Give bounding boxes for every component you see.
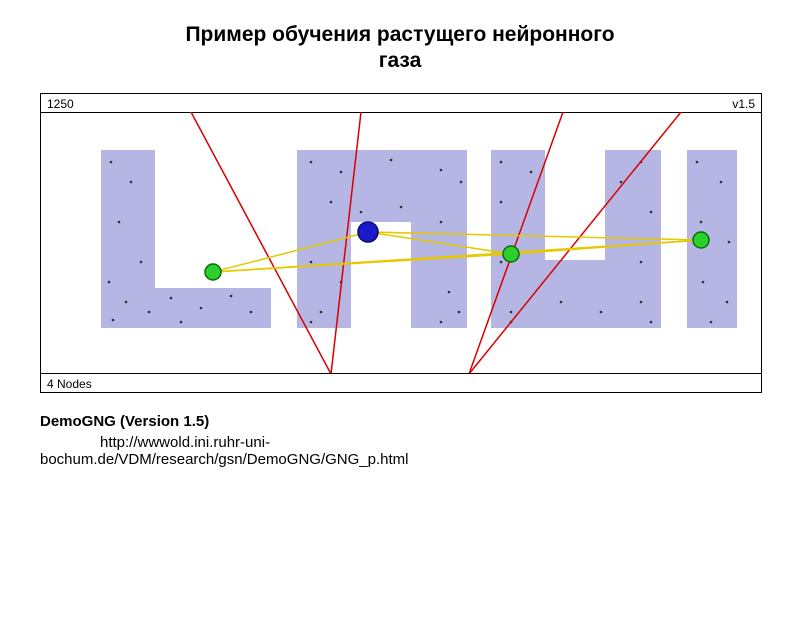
- data-point: [720, 180, 723, 183]
- data-point: [250, 310, 253, 313]
- data-point: [340, 170, 343, 173]
- data-point: [620, 180, 623, 183]
- data-point: [125, 300, 128, 303]
- graph-node: [693, 232, 709, 248]
- data-point: [530, 170, 533, 173]
- data-point: [726, 300, 729, 303]
- data-point: [440, 220, 443, 223]
- data-point: [710, 320, 713, 323]
- title-line1: Пример обучения растущего нейронного: [0, 22, 800, 48]
- data-point: [500, 260, 503, 263]
- data-point: [440, 168, 443, 171]
- data-point: [390, 158, 393, 161]
- simulation-canvas: 1250 v1.5 4 Nodes: [40, 93, 762, 393]
- data-point: [112, 318, 115, 321]
- data-point: [360, 210, 363, 213]
- canvas-header: 1250 v1.5: [41, 94, 761, 113]
- data-point: [170, 296, 173, 299]
- data-point: [230, 294, 233, 297]
- data-point: [650, 210, 653, 213]
- data-point: [400, 205, 403, 208]
- data-point: [118, 220, 121, 223]
- data-point: [702, 280, 705, 283]
- data-point: [110, 160, 113, 163]
- graph-node: [358, 222, 378, 242]
- data-point: [640, 300, 643, 303]
- canvas-footer: 4 Nodes: [41, 373, 761, 392]
- data-point: [500, 200, 503, 203]
- data-point: [440, 320, 443, 323]
- data-point: [148, 310, 151, 313]
- caption-url: http://wwwold.ini.ruhr-uni- bochum.de/VD…: [100, 434, 760, 468]
- data-point: [140, 260, 143, 263]
- data-point: [310, 320, 313, 323]
- version-label: v1.5: [732, 95, 755, 113]
- plot-area: [41, 112, 761, 374]
- data-point: [448, 290, 451, 293]
- data-point: [500, 160, 503, 163]
- node-count: 4 Nodes: [47, 375, 92, 393]
- data-point: [560, 300, 563, 303]
- page-title: Пример обучения растущего нейронного газ…: [0, 22, 800, 75]
- caption-title: DemoGNG (Version 1.5): [40, 413, 760, 430]
- data-point: [310, 260, 313, 263]
- data-point: [460, 180, 463, 183]
- iteration-count: 1250: [47, 95, 74, 113]
- data-point: [696, 160, 699, 163]
- data-point: [200, 306, 203, 309]
- graph-node: [205, 264, 221, 280]
- data-point: [458, 310, 461, 313]
- data-point: [320, 310, 323, 313]
- data-point: [310, 160, 313, 163]
- data-point: [650, 320, 653, 323]
- data-point: [700, 220, 703, 223]
- data-point: [510, 310, 513, 313]
- caption: DemoGNG (Version 1.5) http://wwwold.ini.…: [40, 413, 760, 468]
- data-point: [130, 180, 133, 183]
- graph-node: [503, 246, 519, 262]
- title-line2: газа: [0, 48, 800, 74]
- data-point: [330, 200, 333, 203]
- data-point: [600, 310, 603, 313]
- data-point: [180, 320, 183, 323]
- data-point: [728, 240, 731, 243]
- data-point: [640, 260, 643, 263]
- data-point: [108, 280, 111, 283]
- region-shape: [101, 288, 271, 328]
- plot-svg: [41, 112, 761, 374]
